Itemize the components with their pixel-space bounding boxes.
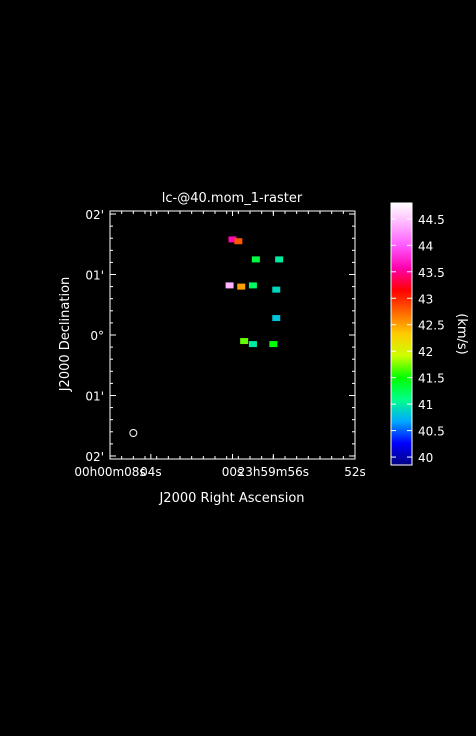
chart-title: lc-@40.mom_1-raster — [162, 191, 303, 206]
velocity-blob — [248, 282, 257, 289]
colorbar-tick-label: 43.5 — [418, 266, 445, 280]
velocity-blob — [251, 256, 260, 263]
x-tick-label: 00h00m08s — [74, 465, 145, 479]
y-tick-label: 02' — [85, 208, 104, 222]
colorbar-tick-label: 41 — [418, 398, 433, 412]
velocity-blob — [275, 256, 284, 263]
colorbar-tick-label: 43 — [418, 292, 433, 306]
velocity-blob — [225, 282, 234, 289]
colorbar-tick-label: 44.5 — [418, 213, 445, 227]
velocity-blob — [272, 315, 281, 322]
colorbar-tick-label: 42.5 — [418, 319, 445, 333]
colorbar-label: (km/s) — [454, 313, 469, 355]
beam-layer — [129, 428, 138, 437]
y-tick-label: 0° — [90, 329, 104, 343]
x-tick-label: 52s — [344, 465, 366, 479]
colorbar-ticks: 40 40.5 41 41.5 42 42.5 43 43.5 44 44.5 — [391, 213, 445, 465]
colorbar-tick-label: 40.5 — [418, 425, 445, 439]
velocity-blob — [234, 238, 243, 245]
x-tick-label: 04s — [140, 465, 162, 479]
y-tick-label: 01' — [85, 389, 104, 403]
y-tick-label: 01' — [85, 269, 104, 283]
y-tick-label: 02' — [85, 450, 104, 464]
x-tick-label: 00s — [222, 465, 244, 479]
velocity-blob — [248, 341, 257, 348]
y-axis-label: J2000 Declination — [58, 277, 73, 393]
velocity-blob — [272, 286, 281, 293]
y-axis: 02' 01' 0° 01' 02' — [85, 208, 355, 464]
velocity-blob — [228, 236, 237, 243]
velocity-blob — [237, 283, 246, 290]
beam-ellipse — [129, 428, 138, 437]
x-axis-label: J2000 Right Ascension — [158, 491, 304, 506]
colorbar-tick-label: 41.5 — [418, 372, 445, 386]
x-tick-label: 23h59m56s — [238, 465, 309, 479]
colorbar-tick-label: 42 — [418, 345, 433, 359]
velocity-blob — [269, 341, 278, 348]
velocity-blobs — [225, 236, 284, 348]
colorbar-tick-label: 40 — [418, 451, 433, 465]
colorbar-tick-label: 44 — [418, 239, 433, 253]
colorbar — [390, 202, 413, 466]
velocity-blob — [240, 338, 249, 345]
